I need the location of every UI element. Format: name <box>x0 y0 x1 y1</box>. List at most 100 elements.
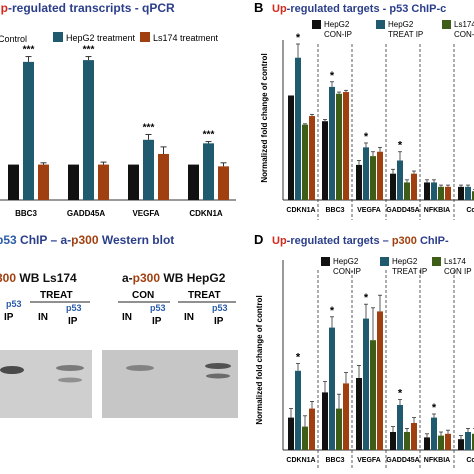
blot-right-p53-2: p53 <box>212 303 228 313</box>
bar-a-gadd45a-2 <box>98 164 109 200</box>
legend-b-hepg2-treat-swatch <box>376 20 385 29</box>
d-bar-4-2 <box>438 435 444 450</box>
panel-b-title-up: Up <box>272 3 287 15</box>
d-bar-1-2 <box>336 408 342 450</box>
svg-text:Up-regulated targets - p53 ChI: Up-regulated targets - p53 ChIP-c <box>272 3 446 15</box>
d-bar-0-3 <box>309 408 315 450</box>
panel-a-title-up: Up <box>0 1 8 15</box>
d-sig-3: * <box>398 388 403 400</box>
d-bar-2-1 <box>363 318 369 450</box>
legend-ls174-label: Ls174 treatment <box>153 33 219 43</box>
b-bar-2-1 <box>363 147 369 200</box>
b-bar-3-2 <box>404 182 410 200</box>
legend-b-ls174-label: Ls174 <box>454 20 474 29</box>
bar-a-bbc3-0 <box>8 164 19 200</box>
legend-d-hepg2-con-label-2: CON-IP <box>333 267 361 276</box>
panel-a-title-rest: -regulated transcripts - qPCR <box>8 1 175 15</box>
d-bar-4-3 <box>445 433 451 450</box>
bar-a-cdkn1a-0 <box>188 164 199 200</box>
panel-a: Up-regulated transcripts - qPCR Control … <box>0 1 236 218</box>
legend-d-hepg2-con-label-1: HepG2 <box>333 257 359 266</box>
d-xtick-3: GADD45A <box>386 457 419 464</box>
d-bar-3-1 <box>397 405 403 450</box>
b-bar-0-0 <box>288 95 294 200</box>
panel-b-bars: * CDKN1A * BBC3 * VEGFA * GADD45A NFKBIA Co <box>286 32 474 220</box>
b-bar-1-2 <box>336 93 342 200</box>
b-xtick-1: BBC3 <box>325 207 344 214</box>
svg-text:Up-regulated targets – p300 Ch: Up-regulated targets – p300 ChIP- <box>272 235 449 247</box>
b-xtick-0: CDKN1A <box>286 207 315 214</box>
svg-text:-p53 ChIP – a-p300 Western blo: -p53 ChIP – a-p300 Western blot <box>0 233 174 247</box>
legend-d-hepg2-con-swatch <box>321 257 330 266</box>
panel-b-label: B <box>254 0 263 15</box>
panel-c-right-header-rest: WB HepG2 <box>160 271 226 285</box>
d-bar-2-2 <box>370 340 376 450</box>
b-xtick-5: Co <box>466 207 474 214</box>
bar-a-vegfa-0 <box>128 164 139 200</box>
panel-d-label: D <box>254 232 263 247</box>
panel-c-right-header-a: a- <box>122 271 133 285</box>
b-bar-2-3 <box>377 151 383 200</box>
legend-hepg2-label: HepG2 treatment <box>66 33 136 43</box>
d-bar-0-0 <box>288 417 294 450</box>
legend-b-hepg2-treat-label-2: TREAT IP <box>388 30 423 39</box>
bar-a-gadd45a-1 <box>83 60 94 200</box>
xtick-a-0: BBC3 <box>15 209 37 218</box>
b-bar-4-1 <box>431 182 437 200</box>
d-bar-0-2 <box>302 426 308 450</box>
blot-right-ip-1: IP <box>152 316 162 327</box>
legend-d-ls174-swatch <box>432 257 441 266</box>
d-bar-4-1 <box>431 417 437 450</box>
blot-left-p53-label-1: p53 <box>6 299 22 309</box>
b-bar-4-3 <box>445 186 451 200</box>
b-bar-1-1 <box>329 86 335 200</box>
d-xtick-0: CDKN1A <box>286 457 315 464</box>
panel-b-ylabel: Normalized fold change of control <box>260 53 269 182</box>
blot-right-p53-1: p53 <box>150 303 166 313</box>
d-sig-4: * <box>432 402 437 414</box>
svg-text:Up-regulated transcripts - qPC: Up-regulated transcripts - qPCR <box>0 1 175 15</box>
legend-b-hepg2-con-swatch <box>312 20 321 29</box>
d-xtick-1: BBC3 <box>325 457 344 464</box>
b-bar-2-0 <box>356 164 362 200</box>
panel-c-title-end: Western blot <box>99 233 175 247</box>
legend-hepg2-swatch <box>53 32 63 42</box>
d-xtick-4: NFKBIA <box>424 457 450 464</box>
legend-d-ls174-label-2: CON IP <box>444 267 472 276</box>
b-bar-0-2 <box>302 124 308 200</box>
d-bar-4-0 <box>424 437 430 450</box>
d-bar-3-0 <box>390 432 396 450</box>
b-bar-1-3 <box>343 92 349 200</box>
legend-b-hepg2-con-label-1: HepG2 <box>324 20 350 29</box>
b-bar-4-2 <box>438 186 444 200</box>
b-bar-4-0 <box>424 182 430 200</box>
d-bar-2-3 <box>377 311 383 450</box>
d-bar-3-3 <box>411 423 417 450</box>
blot-left-ip-label-2: IP <box>68 316 78 327</box>
xtick-a-2: VEGFA <box>132 209 159 218</box>
panel-b-title-mid: -regulated targets - <box>287 3 390 15</box>
b-bar-3-3 <box>411 173 417 200</box>
panel-c-left-header-rest: WB Ls174 <box>16 271 77 285</box>
xtick-a-3: CDKN1A <box>189 209 223 218</box>
b-sig-0: * <box>296 32 301 44</box>
panel-c-title-p300: p300 <box>71 233 99 247</box>
panel-b-title-end: ChIP-c <box>408 3 446 15</box>
b-sig-2: * <box>364 131 369 143</box>
d-sig-1: * <box>330 305 335 317</box>
d-bar-5-1 <box>465 432 471 450</box>
bar-a-bbc3-2 <box>38 164 49 200</box>
sig-a-3: *** <box>203 130 215 141</box>
d-bar-0-1 <box>295 370 301 450</box>
legend-b-hepg2-con-label-2: CON-IP <box>324 30 352 39</box>
blot-right-in-2: IN <box>184 312 194 323</box>
b-sig-1: * <box>330 70 335 82</box>
b-xtick-2: VEGFA <box>357 207 381 214</box>
legend-b-ls174-swatch <box>442 20 451 29</box>
b-xtick-4: NFKBIA <box>424 207 450 214</box>
panel-d-title-p300: p300 <box>392 235 417 247</box>
d-sig-0: * <box>296 352 301 364</box>
blot-hepg2-band-1 <box>126 365 154 371</box>
panel-c-title-mid: ChIP – a- <box>17 233 71 247</box>
